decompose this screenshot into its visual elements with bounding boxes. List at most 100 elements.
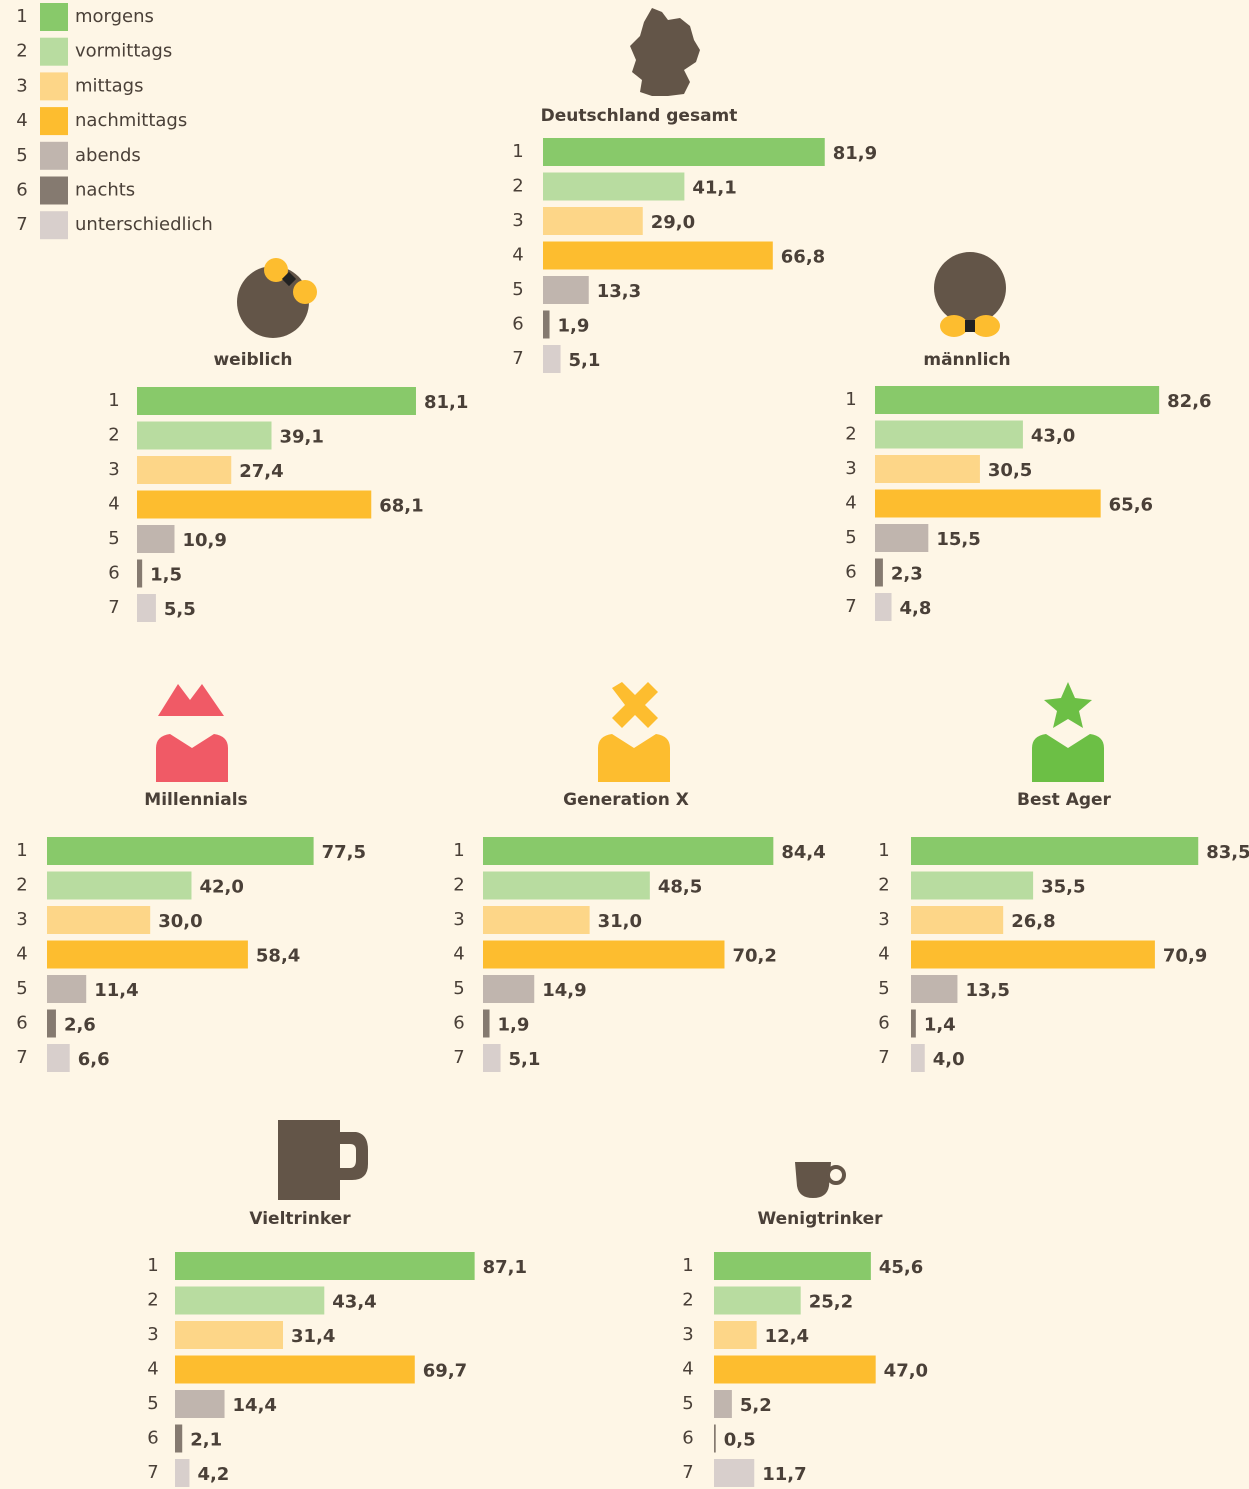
bar bbox=[714, 1321, 757, 1349]
bar bbox=[483, 1044, 501, 1072]
bar bbox=[714, 1390, 732, 1418]
bar bbox=[875, 420, 1023, 449]
icons bbox=[156, 8, 1104, 1200]
bar bbox=[47, 871, 192, 900]
category-label: 5 bbox=[453, 978, 464, 999]
category-label: 7 bbox=[16, 1047, 27, 1068]
value-label: 5,2 bbox=[740, 1395, 772, 1416]
bar bbox=[47, 975, 87, 1003]
chart-title: weiblich bbox=[213, 350, 292, 370]
category-label: 1 bbox=[878, 840, 889, 861]
legend-swatch bbox=[40, 72, 68, 101]
bar bbox=[714, 1286, 801, 1315]
value-label: 4,0 bbox=[933, 1049, 965, 1070]
category-label: 2 bbox=[16, 875, 27, 896]
category-label: 1 bbox=[108, 390, 119, 411]
bar bbox=[175, 1424, 183, 1453]
value-label: 0,5 bbox=[724, 1430, 756, 1451]
category-label: 2 bbox=[878, 875, 889, 896]
bar bbox=[483, 1009, 490, 1038]
category-label: 7 bbox=[878, 1047, 889, 1068]
value-label: 14,4 bbox=[233, 1395, 277, 1416]
value-label: 69,7 bbox=[423, 1361, 467, 1382]
category-label: 4 bbox=[108, 494, 119, 515]
category-label: 1 bbox=[453, 840, 464, 861]
category-label: 6 bbox=[16, 1013, 27, 1034]
category-label: 4 bbox=[845, 493, 856, 514]
value-label: 58,4 bbox=[256, 946, 300, 967]
legend-label: vormittags bbox=[75, 41, 172, 62]
category-label: 6 bbox=[512, 314, 523, 335]
category-label: 3 bbox=[512, 210, 523, 231]
bar bbox=[175, 1252, 475, 1280]
bar bbox=[875, 489, 1101, 518]
bar bbox=[543, 345, 561, 373]
value-label: 1,9 bbox=[558, 316, 590, 337]
value-label: 83,5 bbox=[1206, 842, 1249, 863]
bar bbox=[543, 310, 550, 339]
chart-title: Best Ager bbox=[1017, 790, 1112, 810]
value-label: 14,9 bbox=[542, 980, 586, 1001]
bar bbox=[175, 1286, 325, 1315]
bar bbox=[543, 241, 773, 270]
value-label: 30,5 bbox=[988, 460, 1032, 481]
value-label: 11,7 bbox=[762, 1464, 806, 1485]
millennials-icon bbox=[156, 684, 228, 782]
value-label: 47,0 bbox=[884, 1361, 928, 1382]
category-label: 4 bbox=[453, 944, 464, 965]
legend-label: unterschiedlich bbox=[75, 214, 213, 235]
value-label: 82,6 bbox=[1167, 391, 1211, 412]
value-label: 11,4 bbox=[94, 980, 138, 1001]
value-label: 31,0 bbox=[598, 911, 642, 932]
category-label: 6 bbox=[453, 1013, 464, 1034]
category-label: 1 bbox=[845, 389, 856, 410]
bar bbox=[47, 837, 314, 865]
category-label: 7 bbox=[845, 596, 856, 617]
bar bbox=[483, 837, 774, 865]
legend-key: 2 bbox=[16, 41, 27, 62]
bar bbox=[543, 276, 589, 304]
bar bbox=[714, 1459, 755, 1487]
legend-swatch bbox=[40, 211, 68, 240]
value-label: 81,1 bbox=[424, 392, 468, 413]
legend-key: 3 bbox=[16, 75, 27, 96]
category-label: 2 bbox=[453, 875, 464, 896]
category-label: 1 bbox=[147, 1255, 158, 1276]
value-label: 68,1 bbox=[379, 496, 423, 517]
value-label: 81,9 bbox=[833, 143, 877, 164]
category-label: 5 bbox=[16, 978, 27, 999]
value-label: 70,2 bbox=[732, 946, 776, 967]
value-label: 5,1 bbox=[569, 350, 601, 371]
category-label: 7 bbox=[147, 1462, 158, 1483]
value-label: 1,5 bbox=[150, 565, 182, 586]
category-label: 3 bbox=[878, 909, 889, 930]
category-label: 1 bbox=[682, 1255, 693, 1276]
bar bbox=[137, 490, 372, 519]
value-label: 39,1 bbox=[280, 427, 324, 448]
mug-icon bbox=[278, 1120, 368, 1200]
category-label: 6 bbox=[845, 562, 856, 583]
category-label: 2 bbox=[845, 424, 856, 445]
value-label: 2,6 bbox=[64, 1015, 96, 1036]
bar bbox=[137, 559, 143, 588]
category-label: 3 bbox=[16, 909, 27, 930]
category-label: 7 bbox=[512, 348, 523, 369]
value-label: 27,4 bbox=[239, 461, 283, 482]
bar bbox=[875, 558, 883, 587]
legend-label: morgens bbox=[75, 6, 154, 27]
value-label: 70,9 bbox=[1163, 946, 1207, 967]
category-label: 7 bbox=[108, 597, 119, 618]
bar bbox=[714, 1355, 876, 1384]
bar bbox=[137, 387, 416, 415]
category-label: 3 bbox=[845, 458, 856, 479]
category-label: 6 bbox=[108, 563, 119, 584]
value-label: 43,0 bbox=[1031, 426, 1075, 447]
value-label: 6,6 bbox=[78, 1049, 110, 1070]
category-label: 3 bbox=[147, 1324, 158, 1345]
legend-key: 4 bbox=[16, 110, 27, 131]
category-label: 4 bbox=[512, 245, 523, 266]
legend-key: 5 bbox=[16, 145, 27, 166]
bar bbox=[714, 1252, 871, 1280]
bar bbox=[911, 837, 1199, 865]
